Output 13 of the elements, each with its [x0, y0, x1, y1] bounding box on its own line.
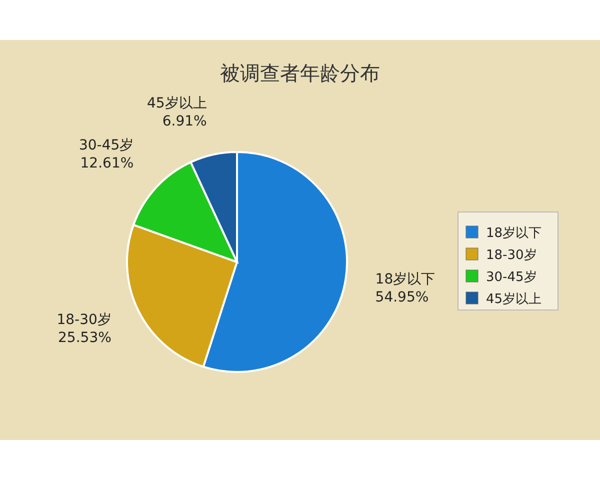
legend-label: 18-30岁 [486, 248, 537, 263]
slice-label: 18岁以下 [375, 272, 436, 288]
data-label: 54.95% [375, 290, 429, 306]
legend-label: 30-45岁 [486, 270, 537, 285]
data-label: 25.53% [58, 330, 112, 346]
data-label: 6.91% [162, 113, 207, 130]
slice-label: 30-45岁 [78, 138, 134, 154]
slice-label: 45岁以上 [147, 95, 207, 112]
legend-label: 18岁以下 [486, 226, 542, 241]
slice-label: 18-30岁 [56, 312, 112, 328]
title: 被调查者年龄分布 [220, 61, 380, 85]
data-label: 12.61% [80, 156, 134, 172]
legend-label: 45岁以上 [486, 292, 542, 307]
